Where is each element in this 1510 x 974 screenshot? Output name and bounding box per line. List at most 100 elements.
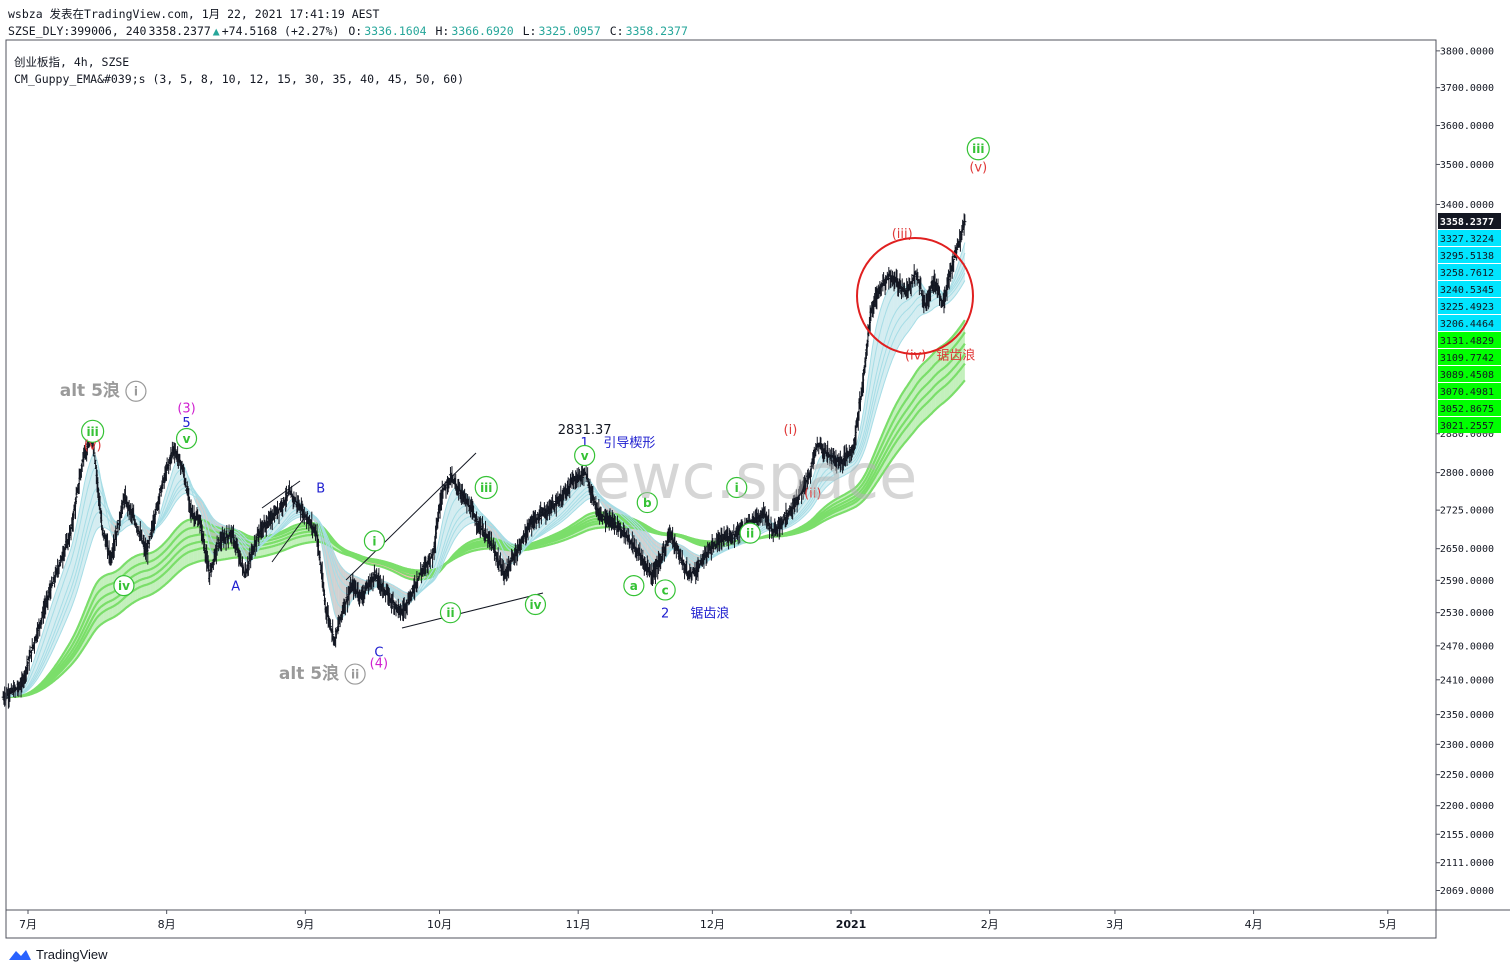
x-tick-label: 7月 xyxy=(19,918,37,931)
ema-band-segment xyxy=(141,553,145,599)
ema-band-segment xyxy=(951,335,954,396)
close-label: C: xyxy=(609,24,624,38)
wave-label: A xyxy=(231,580,240,595)
ema-band-segment xyxy=(182,521,185,570)
y-tick-label: 2250.0000 xyxy=(1440,770,1494,781)
price-tag: 3358.2377 xyxy=(1438,213,1501,229)
price-axis[interactable]: 3800.0000 3700.0000 3600.0000 3500.0000 3400… xyxy=(1436,46,1501,897)
ema-band-segment xyxy=(137,554,140,601)
ema-band-segment xyxy=(184,520,187,568)
ema-band-segment xyxy=(195,519,198,563)
wave-label: iii xyxy=(474,475,498,500)
low-value: 3325.0957 xyxy=(538,24,601,38)
ema-band-segment xyxy=(150,552,154,595)
ema-band-segment xyxy=(926,358,930,419)
ema-band-segment xyxy=(931,353,934,414)
wave-label: iv xyxy=(524,593,547,616)
wave-circle-label: i xyxy=(372,534,376,548)
price-tag-label: 3131.4829 xyxy=(1440,336,1494,347)
wave-label-text: (i) xyxy=(784,423,798,438)
wave-label: (iv) xyxy=(905,349,926,364)
price-tag: 3295.5138 xyxy=(1438,247,1501,263)
wave-label-text: A xyxy=(231,580,240,595)
ema-band-segment xyxy=(139,554,142,600)
ohlc-line: SZSE_DLY:399006, 240 3358.2377 ▲ +74.5168 (… xyxy=(8,24,690,38)
price-tag: 3131.4829 xyxy=(1438,332,1501,348)
price-tag-label: 3258.7612 xyxy=(1440,268,1494,279)
price-tag-label: 3295.5138 xyxy=(1440,251,1494,262)
price-tag: 3258.7612 xyxy=(1438,264,1501,280)
y-tick-label: 2800.0000 xyxy=(1440,468,1494,479)
wave-circle-label: iii xyxy=(480,481,492,495)
ema-band-segment xyxy=(92,454,95,539)
price-tag-label: 3358.2377 xyxy=(1440,217,1494,228)
price-tag-label: 3225.4923 xyxy=(1440,302,1494,313)
wave-label-text: alt 5浪 xyxy=(279,663,339,684)
wave-circle-label: c xyxy=(662,583,669,597)
price-tag: 3327.3224 xyxy=(1438,230,1501,246)
price-tag-label: 3052.8675 xyxy=(1440,404,1494,415)
ema-band-segment xyxy=(911,376,914,436)
ema-band-segment xyxy=(110,572,113,619)
y-tick-label: 3700.0000 xyxy=(1440,83,1494,94)
wave-label: iv xyxy=(113,575,135,597)
y-tick-label: 2300.0000 xyxy=(1440,740,1494,751)
price-tag-label: 3109.7742 xyxy=(1440,353,1494,364)
price-tag-label: 3327.3224 xyxy=(1440,234,1494,245)
ema-band-segment xyxy=(153,550,156,594)
chart-title[interactable]: 创业板指, 4h, SZSE xyxy=(14,55,130,69)
y-tick-label: 2350.0000 xyxy=(1440,710,1494,721)
ema-band-segment xyxy=(177,525,180,573)
price-tag: 3052.8675 xyxy=(1438,400,1501,416)
high-value: 3366.6920 xyxy=(451,24,514,38)
ema-band-segment xyxy=(173,530,176,578)
price-tag: 3070.4981 xyxy=(1438,383,1501,399)
high-label: H: xyxy=(435,24,450,38)
open-label: O: xyxy=(348,24,363,38)
y-tick-label: 2530.0000 xyxy=(1440,608,1494,619)
x-tick-label: 2月 xyxy=(981,918,999,931)
wave-label: (4) xyxy=(370,657,388,672)
last-price: 3358.2377 xyxy=(148,24,211,38)
ema-band-segment xyxy=(908,380,912,438)
y-tick-label: 2470.0000 xyxy=(1440,641,1494,652)
wave-label: a xyxy=(623,575,645,597)
ema-band-segment xyxy=(155,549,158,593)
wave-label: (v) xyxy=(969,160,987,175)
y-tick-label: 3500.0000 xyxy=(1440,160,1494,171)
ema-band-segment xyxy=(108,573,111,620)
wave-label: (v) xyxy=(84,438,102,453)
tradingview-logo-icon xyxy=(9,949,31,960)
wave-circle-label: v xyxy=(183,432,191,446)
ema-band-segment xyxy=(186,519,189,567)
ema-band-segment xyxy=(915,369,918,430)
ema-band-segment xyxy=(191,519,194,565)
ema-band-segment xyxy=(949,337,952,398)
x-tick-label: 2021 xyxy=(836,918,867,931)
y-tick-label: 3600.0000 xyxy=(1440,121,1494,132)
price-tag: 3089.4508 xyxy=(1438,366,1501,382)
wave-label: iii xyxy=(966,137,990,161)
time-axis[interactable]: 7月8月9月10月11月12月20212月3月4月5月6月 xyxy=(19,910,1510,931)
x-tick-label: 11月 xyxy=(566,918,591,931)
wave-label-text: B xyxy=(316,482,325,497)
wave-circle-label: iii xyxy=(972,142,984,156)
ema-band-segment xyxy=(135,555,138,602)
tradingview-brand[interactable]: TradingView xyxy=(8,947,108,962)
y-tick-label: 2725.0000 xyxy=(1440,506,1494,517)
ema-band-segment xyxy=(920,364,923,425)
price-tag-label: 3206.4464 xyxy=(1440,319,1494,330)
y-tick-label: 2155.0000 xyxy=(1440,830,1494,841)
wave-label: c xyxy=(654,579,676,601)
brand-label: TradingView xyxy=(36,947,108,962)
publish-line: wsbza 发表在TradingView.com, 1月 22, 2021 17… xyxy=(8,7,380,21)
indicator-legend[interactable]: CM_Guppy_EMA&#039;s (3, 5, 8, 10, 12, 15… xyxy=(14,72,465,86)
symbol-line: SZSE_DLY:399006, 240 xyxy=(8,24,147,38)
y-tick-label: 3800.0000 xyxy=(1440,46,1494,57)
x-tick-label: 5月 xyxy=(1379,918,1397,931)
x-tick-label: 3月 xyxy=(1106,918,1124,931)
wave-circle-label: iv xyxy=(529,598,541,612)
price-tag: 3021.2557 xyxy=(1438,417,1501,433)
x-tick-label: 12月 xyxy=(700,918,725,931)
